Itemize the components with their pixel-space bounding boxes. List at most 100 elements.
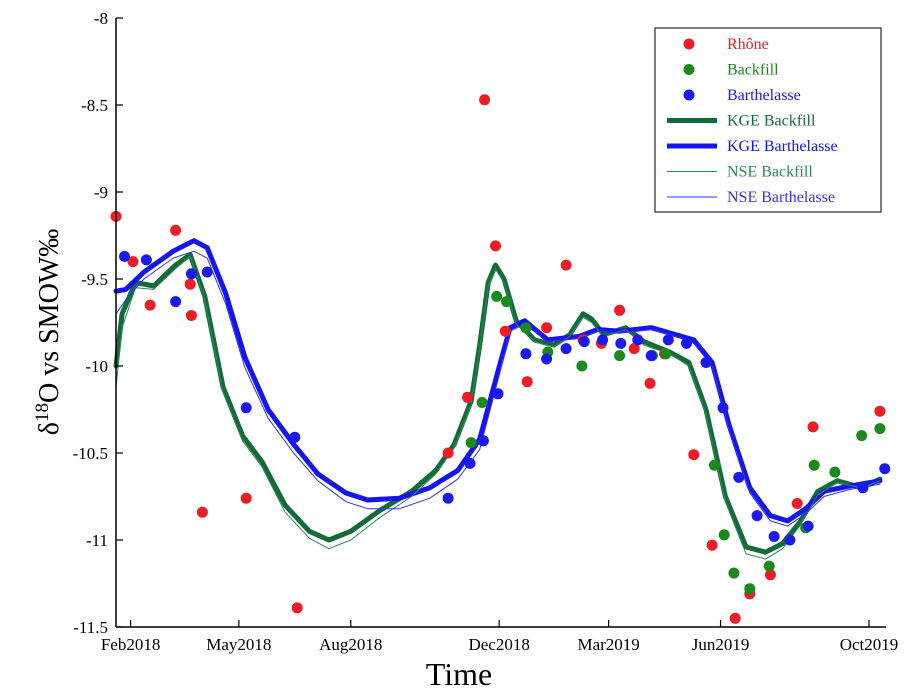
data-point-rhone bbox=[807, 421, 819, 433]
data-point-backfill bbox=[576, 360, 588, 372]
y-tick-label: -9.5 bbox=[81, 270, 108, 289]
data-point-barthelasse bbox=[681, 337, 692, 349]
series-line-kge-backfill bbox=[113, 252, 883, 555]
data-point-rhone bbox=[791, 498, 803, 509]
data-point-rhone bbox=[688, 449, 700, 461]
data-point-backfill bbox=[520, 322, 532, 334]
data-point-barthelasse bbox=[597, 334, 609, 346]
data-point-backfill bbox=[476, 397, 488, 408]
model-curves bbox=[113, 238, 883, 560]
data-point-barthelasse bbox=[700, 357, 712, 368]
data-point-rhone bbox=[644, 377, 656, 389]
legend-label-kge-barthelasse: KGE Barthelasse bbox=[727, 138, 838, 155]
series-line-nse-backfill bbox=[115, 255, 881, 560]
x-tick-label: Jun2019 bbox=[692, 635, 750, 654]
data-point-rhone bbox=[614, 304, 626, 316]
data-point-barthelasse bbox=[733, 471, 745, 483]
legend-marker-rhone bbox=[683, 38, 695, 50]
data-point-backfill bbox=[829, 466, 841, 478]
legend: Rhône Backfill Barthelasse KGE Backfill KGE … bbox=[654, 27, 882, 213]
data-point-rhone bbox=[240, 492, 252, 504]
data-point-rhone bbox=[196, 506, 208, 518]
data-point-barthelasse bbox=[645, 350, 657, 362]
data-point-barthelasse bbox=[632, 334, 644, 346]
series-line-nse-barthelasse bbox=[115, 250, 881, 527]
data-point-backfill bbox=[874, 423, 886, 435]
data-point-barthelasse bbox=[520, 348, 532, 360]
y-tick-label: -8.5 bbox=[81, 96, 108, 115]
data-point-barthelasse bbox=[119, 250, 130, 262]
data-point-backfill bbox=[718, 529, 730, 541]
data-point-rhone bbox=[521, 376, 533, 388]
data-point-barthelasse bbox=[240, 402, 252, 414]
data-point-barthelasse bbox=[662, 334, 674, 346]
data-point-rhone bbox=[291, 602, 303, 614]
data-point-backfill bbox=[744, 583, 756, 595]
data-point-rhone bbox=[490, 240, 501, 252]
data-point-rhone bbox=[144, 299, 156, 311]
legend-marker-barthelasse bbox=[683, 89, 695, 101]
data-point-rhone bbox=[560, 259, 572, 271]
data-point-backfill bbox=[501, 296, 512, 308]
x-tick-label: Feb2018 bbox=[101, 635, 161, 654]
data-point-barthelasse bbox=[751, 510, 763, 522]
y-axis-title-suffix: O vs SMOW‰ bbox=[34, 229, 65, 403]
legend-label-rhone: Rhône bbox=[727, 36, 769, 53]
data-point-backfill bbox=[660, 348, 672, 360]
y-tick-label: -10 bbox=[85, 357, 108, 376]
data-point-backfill bbox=[614, 350, 626, 362]
plot-area bbox=[110, 94, 891, 624]
legend-label-nse-barthelasse: NSE Barthelasse bbox=[727, 189, 835, 206]
data-point-rhone bbox=[184, 278, 196, 290]
data-point-rhone bbox=[541, 322, 553, 334]
data-point-barthelasse bbox=[717, 402, 729, 414]
data-point-rhone bbox=[127, 256, 139, 268]
data-point-rhone bbox=[628, 343, 640, 355]
y-axis-title: δ18O vs SMOW‰ bbox=[32, 229, 66, 435]
data-point-backfill bbox=[709, 459, 720, 471]
data-point-backfill bbox=[808, 459, 820, 471]
data-point-rhone bbox=[479, 94, 491, 106]
data-point-barthelasse bbox=[560, 343, 572, 355]
data-point-barthelasse bbox=[185, 268, 197, 280]
data-point-rhone bbox=[462, 391, 473, 403]
data-point-barthelasse bbox=[140, 254, 152, 266]
x-tick-label: Aug2018 bbox=[319, 635, 382, 654]
data-point-rhone bbox=[874, 405, 886, 417]
x-tick-label: May2018 bbox=[206, 635, 271, 654]
x-tick-label: Oct2019 bbox=[840, 635, 899, 654]
data-point-backfill bbox=[465, 437, 477, 449]
data-point-backfill bbox=[491, 290, 503, 302]
data-point-barthelasse bbox=[802, 520, 814, 532]
data-point-barthelasse bbox=[578, 336, 590, 348]
y-tick-label: -8 bbox=[94, 9, 108, 28]
data-point-barthelasse bbox=[879, 463, 891, 475]
x-axis-title: Time bbox=[426, 656, 492, 691]
y-tick-label: -11.5 bbox=[73, 618, 108, 637]
data-point-barthelasse bbox=[492, 388, 504, 400]
legend-marker-backfill bbox=[683, 64, 695, 75]
y-tick-label: -11 bbox=[86, 531, 108, 550]
data-point-rhone bbox=[170, 224, 182, 236]
data-point-barthelasse bbox=[170, 296, 182, 308]
data-point-barthelasse bbox=[768, 531, 780, 542]
data-point-backfill bbox=[856, 430, 868, 442]
y-axis-title-prefix: δ bbox=[34, 422, 65, 435]
data-point-barthelasse bbox=[615, 337, 627, 349]
data-point-barthelasse bbox=[541, 353, 553, 365]
data-point-rhone bbox=[185, 310, 197, 321]
data-point-barthelasse bbox=[201, 266, 213, 278]
legend-label-nse-backfill: NSE Backfill bbox=[727, 164, 813, 181]
data-point-rhone bbox=[706, 539, 718, 551]
data-point-rhone bbox=[442, 447, 454, 459]
data-point-rhone bbox=[499, 325, 511, 337]
legend-label-backfill: Backfill bbox=[727, 62, 779, 79]
series-points-rhone bbox=[110, 94, 886, 624]
series-points-barthelasse bbox=[119, 250, 891, 546]
series-line-kge-barthelasse bbox=[113, 238, 883, 524]
data-point-barthelasse bbox=[857, 482, 869, 494]
data-point-barthelasse bbox=[289, 431, 301, 443]
data-point-barthelasse bbox=[784, 534, 796, 546]
x-tick-label: Dec2018 bbox=[468, 635, 529, 654]
